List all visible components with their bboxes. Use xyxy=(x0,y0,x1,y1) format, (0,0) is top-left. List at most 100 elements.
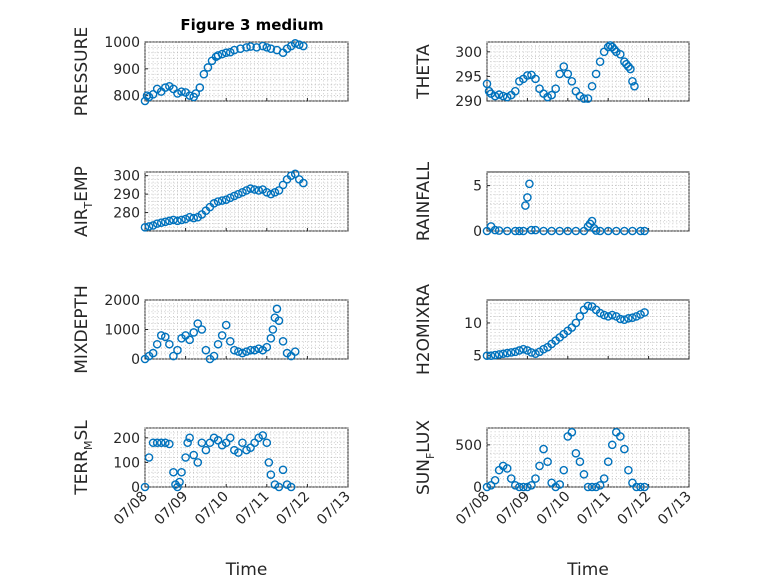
data-point xyxy=(620,444,629,454)
data-point xyxy=(160,217,170,227)
data-point xyxy=(595,57,605,66)
data-point xyxy=(250,185,259,194)
data-point xyxy=(148,348,158,358)
data-point xyxy=(624,314,633,323)
data-point xyxy=(173,482,182,492)
data-point xyxy=(242,186,251,195)
data-point xyxy=(543,457,552,467)
data-point xyxy=(266,44,276,54)
data-point xyxy=(547,226,556,236)
data-point xyxy=(225,336,235,346)
y-tick-label: 280 xyxy=(113,206,140,222)
data-point xyxy=(197,325,207,334)
figure-title: Figure 3 medium xyxy=(180,16,323,34)
data-point xyxy=(175,477,184,487)
data-point xyxy=(587,482,597,492)
data-point xyxy=(595,481,605,490)
data-point xyxy=(630,81,639,91)
y-axis-label: H2OMIXRA xyxy=(414,284,434,375)
data-point xyxy=(266,334,276,343)
data-point xyxy=(266,470,276,480)
data-point xyxy=(510,347,520,357)
data-point xyxy=(197,438,207,448)
data-point xyxy=(221,320,231,330)
y-tick-label: 0 xyxy=(473,224,482,240)
data-point xyxy=(278,465,288,475)
data-point xyxy=(242,347,251,356)
y-axis-label: RAINFALL xyxy=(414,161,434,241)
data-point xyxy=(510,481,520,490)
data-point xyxy=(626,64,635,74)
data-point xyxy=(238,348,247,358)
data-point xyxy=(482,482,492,492)
data-point xyxy=(591,482,601,492)
data-point xyxy=(498,349,508,359)
data-point xyxy=(152,339,162,349)
y-tick-label: 900 xyxy=(113,62,140,78)
data-point xyxy=(559,465,569,475)
data-point xyxy=(140,223,150,232)
y-tick-label: 5 xyxy=(473,349,482,365)
data-point xyxy=(160,438,170,448)
data-point xyxy=(519,344,528,354)
data-point xyxy=(181,214,190,224)
data-point xyxy=(152,219,162,228)
data-point xyxy=(264,458,274,467)
data-point xyxy=(515,226,524,236)
data-point xyxy=(567,427,577,437)
data-point xyxy=(490,225,500,235)
data-point xyxy=(523,193,532,202)
data-point xyxy=(515,482,524,492)
data-point xyxy=(494,226,504,235)
data-point xyxy=(189,328,199,337)
data-point xyxy=(189,450,199,460)
x-tick-label: 07/09 xyxy=(152,489,192,529)
data-point xyxy=(563,69,573,79)
data-point xyxy=(502,348,512,358)
data-point xyxy=(591,226,601,235)
data-point xyxy=(294,40,304,49)
data-point xyxy=(203,63,213,72)
data-point xyxy=(640,482,649,492)
data-point xyxy=(201,445,211,455)
data-point xyxy=(165,339,174,349)
data-point xyxy=(636,482,645,492)
data-point xyxy=(519,226,528,236)
data-point xyxy=(236,44,245,54)
data-point xyxy=(595,226,605,236)
data-point xyxy=(502,464,512,473)
data-point xyxy=(527,225,536,235)
data-point xyxy=(169,467,178,477)
data-point xyxy=(624,62,633,71)
subplot-3: 280 290 300 AIRTEMP xyxy=(72,166,349,237)
data-point xyxy=(531,74,540,84)
data-point xyxy=(262,438,272,448)
data-point xyxy=(490,350,500,360)
data-point xyxy=(583,482,593,492)
data-point xyxy=(523,346,532,355)
data-point xyxy=(144,453,154,462)
data-point xyxy=(225,47,235,57)
data-point xyxy=(527,481,536,490)
data-point xyxy=(195,83,205,92)
data-point xyxy=(603,457,613,467)
data-point xyxy=(238,438,247,448)
x-tick-label: 07/11 xyxy=(233,489,273,529)
data-point xyxy=(140,482,150,492)
data-point xyxy=(177,215,186,225)
data-point xyxy=(290,39,300,48)
data-point xyxy=(490,475,500,485)
data-point xyxy=(519,482,528,492)
y-tick-label: 300 xyxy=(455,45,482,61)
data-point xyxy=(173,345,182,355)
data-point xyxy=(498,91,508,101)
x-tick-label: 07/13 xyxy=(314,489,354,529)
data-point xyxy=(599,310,609,320)
data-point xyxy=(262,342,272,352)
y-tick-label: 290 xyxy=(455,94,482,110)
data-point xyxy=(234,189,243,199)
data-point xyxy=(531,349,540,359)
data-point xyxy=(494,90,504,99)
data-point xyxy=(165,439,174,449)
